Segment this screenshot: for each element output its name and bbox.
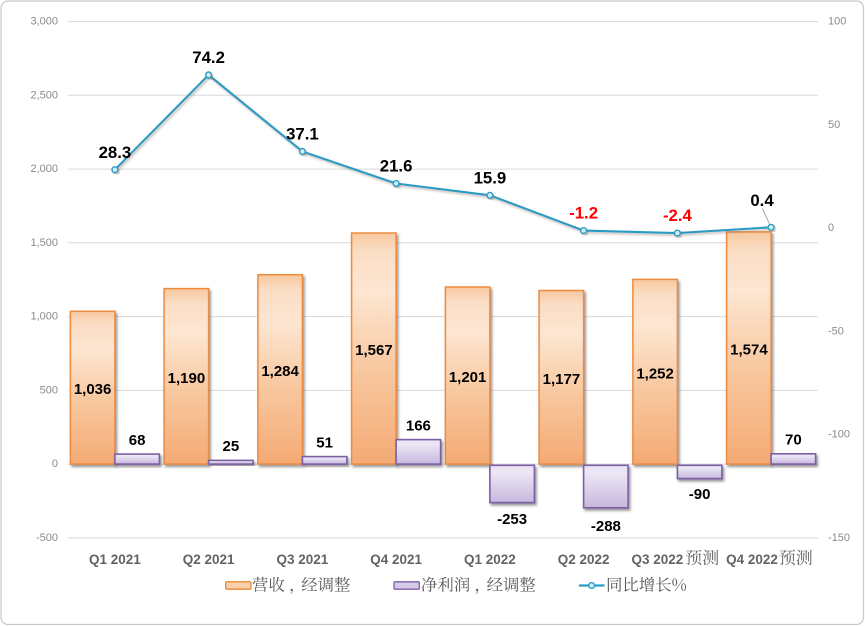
svg-text:1,177: 1,177 bbox=[543, 371, 581, 388]
svg-text:0: 0 bbox=[828, 222, 834, 234]
svg-text:50: 50 bbox=[828, 119, 840, 131]
svg-text:166: 166 bbox=[406, 417, 431, 434]
svg-text:-500: -500 bbox=[36, 532, 58, 544]
svg-text:Q3 2021: Q3 2021 bbox=[277, 552, 329, 567]
svg-text:-2.4: -2.4 bbox=[663, 206, 693, 225]
svg-text:Q2 2021: Q2 2021 bbox=[183, 552, 235, 567]
svg-text:-253: -253 bbox=[497, 511, 527, 528]
svg-text:-1.2: -1.2 bbox=[569, 204, 598, 223]
svg-text:3,000: 3,000 bbox=[30, 16, 58, 28]
svg-text:-50: -50 bbox=[828, 325, 844, 337]
svg-text:-100: -100 bbox=[828, 429, 850, 441]
svg-text:15.9: 15.9 bbox=[474, 168, 507, 187]
svg-text:28.3: 28.3 bbox=[99, 143, 132, 162]
svg-text:2,500: 2,500 bbox=[30, 89, 58, 101]
svg-text:Q1 2022: Q1 2022 bbox=[464, 552, 516, 567]
svg-text:1,252: 1,252 bbox=[636, 365, 674, 382]
svg-text:500: 500 bbox=[40, 384, 58, 396]
svg-text:70: 70 bbox=[785, 432, 802, 449]
svg-text:1,000: 1,000 bbox=[30, 311, 58, 323]
svg-text:Q1 2021: Q1 2021 bbox=[89, 552, 141, 567]
svg-text:1,574: 1,574 bbox=[730, 342, 768, 359]
svg-text:1,500: 1,500 bbox=[30, 237, 58, 249]
svg-text:21.6: 21.6 bbox=[380, 157, 413, 176]
svg-text:1,190: 1,190 bbox=[168, 370, 206, 387]
svg-text:Q2 2022: Q2 2022 bbox=[558, 552, 610, 567]
svg-text:74.2: 74.2 bbox=[192, 48, 225, 67]
svg-text:Q4 2021: Q4 2021 bbox=[370, 552, 422, 567]
svg-text:0: 0 bbox=[52, 458, 58, 470]
svg-text:51: 51 bbox=[316, 434, 333, 451]
svg-text:-288: -288 bbox=[591, 518, 621, 535]
svg-text:-90: -90 bbox=[689, 486, 711, 503]
svg-text:Q4 2022: Q4 2022 bbox=[726, 552, 778, 567]
svg-text:68: 68 bbox=[129, 432, 146, 449]
svg-text:2,000: 2,000 bbox=[30, 163, 58, 175]
svg-text:37.1: 37.1 bbox=[286, 125, 319, 144]
svg-text:1,567: 1,567 bbox=[355, 342, 393, 359]
svg-text:0.4: 0.4 bbox=[750, 191, 774, 210]
svg-text:25: 25 bbox=[223, 438, 240, 455]
svg-text:1,284: 1,284 bbox=[261, 363, 299, 380]
svg-text:Q3 2022: Q3 2022 bbox=[632, 552, 684, 567]
svg-text:1,036: 1,036 bbox=[74, 381, 112, 398]
svg-text:100: 100 bbox=[828, 16, 846, 28]
svg-text:1,201: 1,201 bbox=[449, 369, 487, 386]
svg-text:-150: -150 bbox=[828, 532, 850, 544]
